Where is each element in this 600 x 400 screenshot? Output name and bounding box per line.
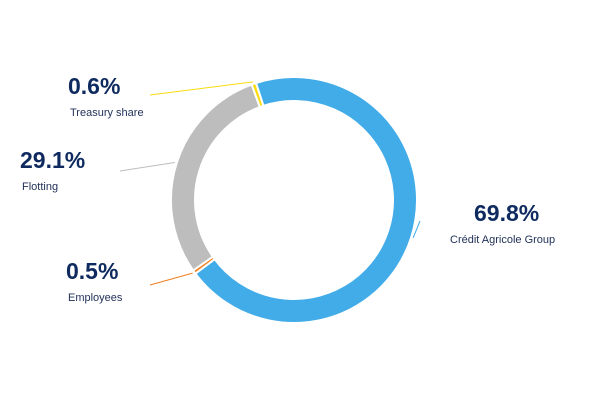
slice-label-employees: Employees: [68, 292, 123, 304]
leader-line-cr-dit-agricole-group: [412, 220, 421, 239]
slice-value-employees: 0.5%: [66, 258, 118, 284]
slice-value-credit-agricole-group: 69.8%: [474, 200, 539, 226]
donut-slice-treasury-share: [250, 81, 265, 109]
leader-lines: [119, 81, 421, 286]
leader-line-treasury-share: [149, 81, 254, 96]
leader-line-flotting: [119, 162, 175, 172]
slice-label-treasury-share: Treasury share: [70, 107, 144, 119]
slice-value-flotting: 29.1%: [20, 147, 85, 173]
donut-slices: [170, 76, 418, 324]
slice-label-credit-agricole-group: Crédit Agricole Group: [450, 234, 555, 246]
donut-slice-flotting: [170, 83, 262, 272]
slice-label-flotting: Flotting: [22, 181, 58, 193]
donut-slice-cr-dit-agricole-group: [194, 76, 418, 324]
slice-value-treasury-share: 0.6%: [68, 73, 120, 99]
leader-line-employees: [149, 272, 193, 286]
